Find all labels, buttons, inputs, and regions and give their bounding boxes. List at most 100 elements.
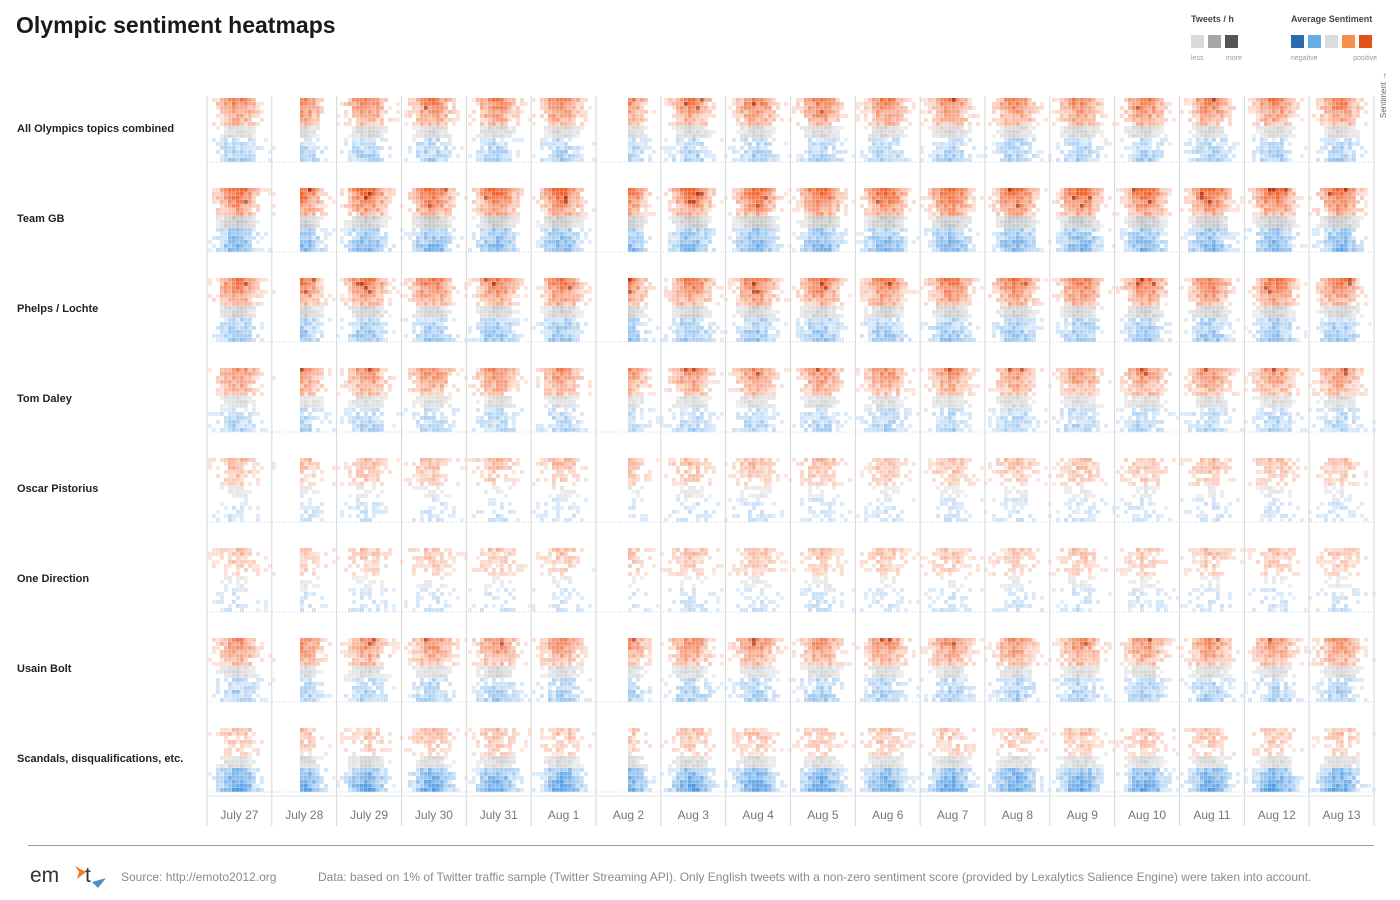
heatmap-cell (476, 102, 480, 106)
heatmap-cell (820, 212, 824, 216)
heatmap-cell (692, 146, 696, 150)
heatmap-cell (432, 154, 436, 158)
heatmap-cell (568, 204, 572, 208)
heatmap-cell (820, 208, 824, 212)
heatmap-cell (1024, 240, 1028, 244)
heatmap-cell (804, 192, 808, 196)
heatmap-cell (1044, 118, 1048, 122)
heatmap-cell (588, 240, 592, 244)
heatmap-cell (356, 212, 360, 216)
heatmap-cell (692, 228, 696, 232)
heatmap-cell (576, 110, 580, 114)
heatmap-cell (1144, 122, 1148, 126)
heatmap-cell (688, 102, 692, 106)
heatmap-cell (216, 248, 220, 252)
heatmap-cell (512, 130, 516, 134)
heatmap-cell (928, 228, 932, 232)
heatmap-cell (380, 114, 384, 118)
heatmap-cell (872, 204, 876, 208)
heatmap-cell (752, 122, 756, 126)
heatmap-cell (356, 118, 360, 122)
heatmap-cell (896, 134, 900, 138)
heatmap-cell (676, 98, 680, 102)
heatmap-cell (752, 102, 756, 106)
heatmap-cell (888, 134, 892, 138)
heatmap-cell (248, 212, 252, 216)
heatmap-cell (960, 188, 964, 192)
heatmap-cell (320, 204, 324, 208)
heatmap-cell (1096, 220, 1100, 224)
heatmap-cell (1196, 134, 1200, 138)
heatmap-cell (508, 200, 512, 204)
heatmap-cell (1016, 150, 1020, 154)
heatmap-cell (1132, 118, 1136, 122)
heatmap-cell (828, 236, 832, 240)
heatmap-cell (436, 134, 440, 138)
heatmap-cell (1136, 110, 1140, 114)
heatmap-cell (872, 228, 876, 232)
heatmap-cell (484, 102, 488, 106)
heatmap-cell (900, 98, 904, 102)
heatmap-cell (320, 106, 324, 110)
heatmap-cell (880, 138, 884, 142)
heatmap-cell (252, 122, 256, 126)
heatmap-cell (688, 216, 692, 220)
heatmap-cell (872, 224, 876, 228)
heatmap-cell (228, 106, 232, 110)
heatmap-cell (868, 146, 872, 150)
heatmap-cell (828, 240, 832, 244)
heatmap-cell (1064, 138, 1068, 142)
heatmap-cell (760, 196, 764, 200)
heatmap-cell (768, 114, 772, 118)
heatmap-cell (760, 146, 764, 150)
heatmap-cell (1012, 192, 1016, 196)
heatmap-cell (228, 232, 232, 236)
heatmap-cell (1080, 188, 1084, 192)
heatmap-cell (508, 114, 512, 118)
heatmap-cell (480, 106, 484, 110)
heatmap-cell (420, 188, 424, 192)
heatmap-cell (1192, 134, 1196, 138)
heatmap-cell (680, 228, 684, 232)
heatmap-cell (776, 102, 780, 106)
heatmap-cell (1072, 216, 1076, 220)
heatmap-cell (304, 158, 308, 162)
heatmap-cell (1068, 232, 1072, 236)
heatmap-cell (1060, 216, 1064, 220)
heatmap-cell (564, 244, 568, 248)
heatmap-cell (860, 204, 864, 208)
heatmap-cell (564, 130, 568, 134)
heatmap-cell (952, 138, 956, 142)
heatmap-cell (1012, 212, 1016, 216)
heatmap-cell (884, 142, 888, 146)
heatmap-cell (492, 126, 496, 130)
heatmap-cell (492, 224, 496, 228)
heatmap-cell (1056, 98, 1060, 102)
heatmap-cell (772, 138, 776, 142)
heatmap-cell (1288, 98, 1292, 102)
heatmap-cell (1280, 154, 1284, 158)
heatmap-cell (688, 240, 692, 244)
heatmap-cell (1148, 98, 1152, 102)
heatmap-cell (932, 192, 936, 196)
heatmap-cell (936, 224, 940, 228)
heatmap-cell (892, 244, 896, 248)
heatmap-cell (460, 146, 464, 150)
heatmap-cell (1288, 134, 1292, 138)
heatmap-cell (1288, 150, 1292, 154)
heatmap-cell (1260, 126, 1264, 130)
heatmap-cell (420, 236, 424, 240)
heatmap-cell (1088, 192, 1092, 196)
heatmap-cell (636, 130, 640, 134)
heatmap-cell (1136, 102, 1140, 106)
heatmap-cell (496, 130, 500, 134)
heatmap-cell (700, 114, 704, 118)
heatmap-cell (956, 216, 960, 220)
heatmap-cell (868, 188, 872, 192)
heatmap-cell (752, 216, 756, 220)
heatmap-cell (480, 158, 484, 162)
heatmap-cell (244, 244, 248, 248)
heatmap-cell (556, 212, 560, 216)
heatmap-cell (644, 208, 648, 212)
heatmap-cell (1356, 138, 1360, 142)
